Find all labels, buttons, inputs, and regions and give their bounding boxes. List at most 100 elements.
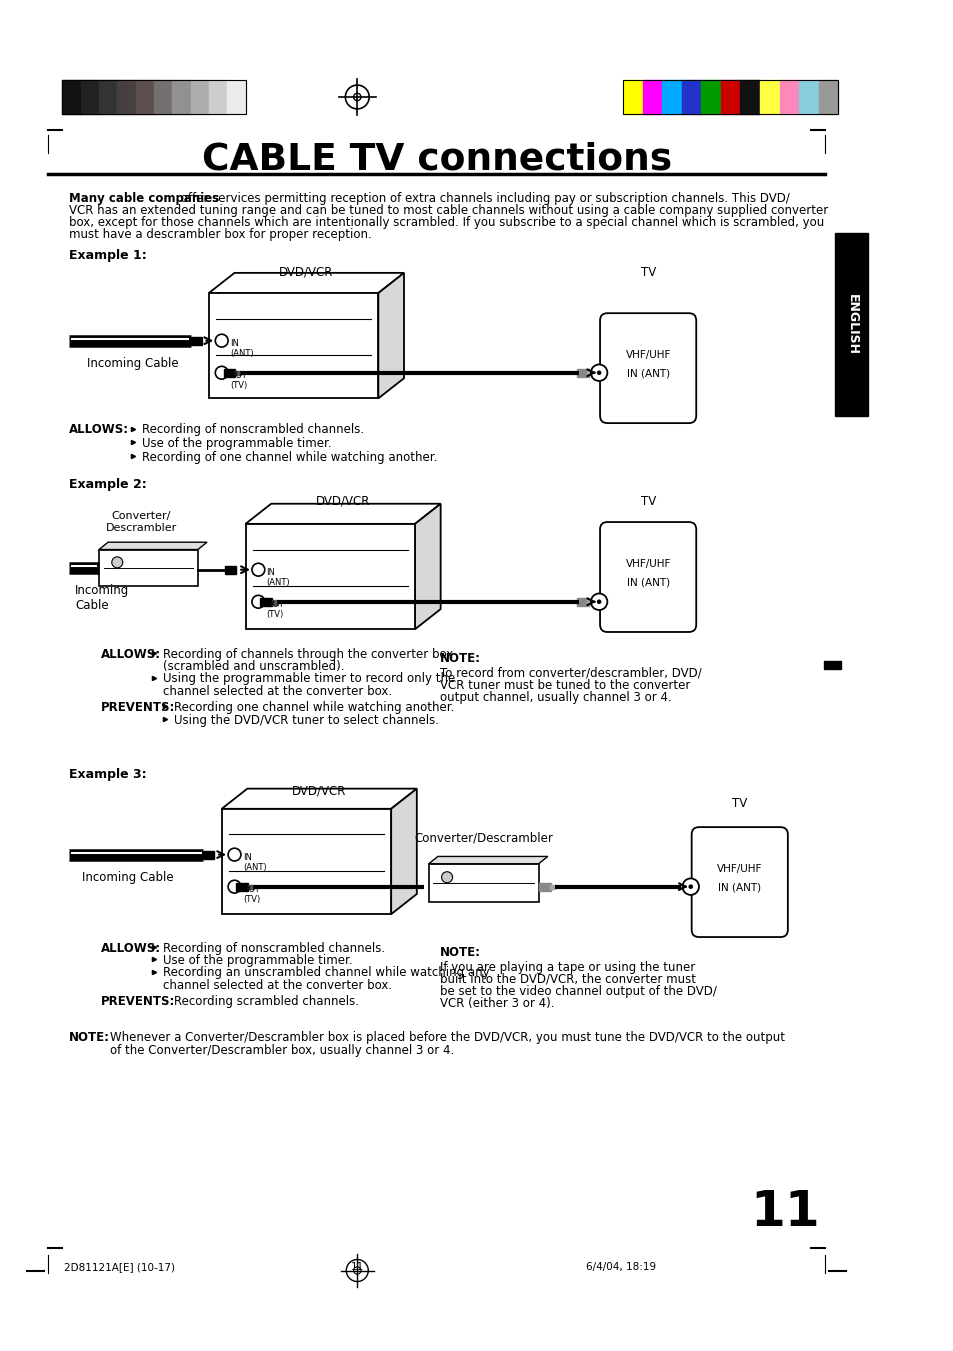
Text: OUT
(TV): OUT (TV) bbox=[266, 600, 284, 619]
Bar bbox=[740, 80, 760, 115]
Bar bbox=[549, 885, 555, 889]
Text: Recording scrambled channels.: Recording scrambled channels. bbox=[173, 994, 358, 1008]
Text: If you are playing a tape or using the tuner: If you are playing a tape or using the t… bbox=[439, 961, 694, 974]
Text: offer services permitting reception of extra channels including pay or subscript: offer services permitting reception of e… bbox=[176, 192, 789, 205]
Polygon shape bbox=[209, 273, 403, 293]
Bar bbox=[153, 80, 172, 115]
Text: output channel, usually channel 3 or 4.: output channel, usually channel 3 or 4. bbox=[439, 690, 671, 704]
Bar bbox=[209, 293, 378, 399]
Bar bbox=[117, 80, 135, 115]
Bar bbox=[700, 80, 720, 115]
Text: DVD/VCR: DVD/VCR bbox=[292, 784, 346, 797]
Bar bbox=[235, 372, 241, 376]
Text: IN (ANT): IN (ANT) bbox=[626, 577, 669, 588]
Text: 11: 11 bbox=[351, 1262, 363, 1273]
Text: must have a descrambler box for proper reception.: must have a descrambler box for proper r… bbox=[69, 228, 371, 240]
Text: be set to the video channel output of the DVD/: be set to the video channel output of th… bbox=[439, 985, 716, 997]
Circle shape bbox=[681, 878, 699, 894]
Text: ALLOWS:: ALLOWS: bbox=[101, 942, 161, 955]
Bar bbox=[135, 80, 153, 115]
Bar bbox=[428, 863, 538, 902]
Bar bbox=[779, 80, 799, 115]
Text: Recording of nonscrambled channels.: Recording of nonscrambled channels. bbox=[163, 942, 385, 955]
Bar bbox=[203, 851, 214, 859]
Text: DVD/VCR: DVD/VCR bbox=[315, 494, 370, 508]
Text: (scrambled and unscrambled).: (scrambled and unscrambled). bbox=[163, 659, 344, 673]
Bar bbox=[760, 80, 779, 115]
Text: NOTE:: NOTE: bbox=[69, 1031, 110, 1044]
Text: Use of the programmable timer.: Use of the programmable timer. bbox=[142, 436, 332, 450]
Text: OUT
(TV): OUT (TV) bbox=[242, 885, 260, 904]
Bar bbox=[191, 80, 209, 115]
Text: VCR has an extended tuning range and can be tuned to most cable channels without: VCR has an extended tuning range and can… bbox=[69, 204, 827, 218]
Bar bbox=[172, 80, 191, 115]
Text: Whenever a Converter/Descrambler box is placed before the DVD/VCR, you must tune: Whenever a Converter/Descrambler box is … bbox=[110, 1031, 784, 1044]
Polygon shape bbox=[221, 789, 416, 809]
Text: Recording an unscrambled channel while watching any: Recording an unscrambled channel while w… bbox=[163, 966, 489, 979]
Circle shape bbox=[441, 871, 452, 882]
Bar bbox=[260, 598, 272, 607]
Bar bbox=[577, 598, 588, 607]
Text: Example 1:: Example 1: bbox=[69, 249, 147, 262]
Text: TV: TV bbox=[639, 266, 655, 278]
Text: CABLE TV connections: CABLE TV connections bbox=[202, 142, 671, 177]
Polygon shape bbox=[428, 857, 547, 863]
Text: Recording of channels through the converter box: Recording of channels through the conver… bbox=[163, 647, 453, 661]
Bar bbox=[835, 232, 867, 416]
Text: channel selected at the converter box.: channel selected at the converter box. bbox=[163, 978, 392, 992]
Text: ENGLISH: ENGLISH bbox=[844, 293, 858, 355]
Text: Recording one channel while watching another.: Recording one channel while watching ano… bbox=[173, 701, 454, 713]
FancyBboxPatch shape bbox=[599, 313, 696, 423]
Polygon shape bbox=[245, 504, 440, 524]
Text: VCR tuner must be tuned to the converter: VCR tuner must be tuned to the converter bbox=[439, 678, 689, 692]
Bar bbox=[81, 80, 99, 115]
Bar bbox=[818, 80, 838, 115]
Bar bbox=[99, 550, 197, 586]
Text: Converter/Descrambler: Converter/Descrambler bbox=[414, 832, 553, 844]
Circle shape bbox=[590, 365, 607, 381]
Text: OUT
(TV): OUT (TV) bbox=[230, 372, 248, 390]
Bar bbox=[538, 884, 550, 892]
Polygon shape bbox=[99, 542, 207, 550]
Text: IN (ANT): IN (ANT) bbox=[718, 882, 760, 893]
Bar bbox=[272, 600, 277, 604]
Text: channel selected at the converter box.: channel selected at the converter box. bbox=[163, 685, 392, 697]
Bar bbox=[236, 884, 248, 892]
Bar bbox=[62, 80, 245, 115]
Text: DVD/VCR: DVD/VCR bbox=[279, 266, 334, 278]
Text: Incoming Cable: Incoming Cable bbox=[82, 871, 173, 884]
Text: PREVENTS:: PREVENTS: bbox=[101, 994, 175, 1008]
Text: IN
(ANT): IN (ANT) bbox=[242, 852, 266, 873]
Bar bbox=[587, 600, 592, 604]
Bar bbox=[642, 80, 661, 115]
Bar bbox=[720, 80, 740, 115]
Bar bbox=[823, 661, 841, 669]
Text: VHF/UHF: VHF/UHF bbox=[625, 350, 670, 359]
Text: VHF/UHF: VHF/UHF bbox=[717, 863, 761, 874]
Text: ALLOWS:: ALLOWS: bbox=[101, 647, 161, 661]
Bar bbox=[62, 80, 81, 115]
Bar bbox=[248, 885, 253, 889]
Bar bbox=[99, 80, 117, 115]
Text: VHF/UHF: VHF/UHF bbox=[625, 559, 670, 569]
Text: Incoming Cable: Incoming Cable bbox=[87, 357, 178, 370]
Circle shape bbox=[597, 600, 600, 604]
Text: NOTE:: NOTE: bbox=[439, 946, 480, 959]
Text: Using the programmable timer to record only the: Using the programmable timer to record o… bbox=[163, 673, 455, 685]
Text: Incoming
Cable: Incoming Cable bbox=[75, 585, 130, 612]
Bar bbox=[622, 80, 838, 115]
FancyBboxPatch shape bbox=[691, 827, 787, 938]
Text: Recording of nonscrambled channels.: Recording of nonscrambled channels. bbox=[142, 423, 364, 436]
Bar bbox=[681, 80, 700, 115]
Text: IN
(ANT): IN (ANT) bbox=[230, 339, 253, 358]
Polygon shape bbox=[391, 789, 416, 915]
Bar bbox=[227, 80, 245, 115]
Bar bbox=[209, 80, 227, 115]
Bar bbox=[245, 524, 415, 630]
Polygon shape bbox=[415, 504, 440, 630]
Text: Recording of one channel while watching another.: Recording of one channel while watching … bbox=[142, 451, 436, 463]
Text: of the Converter/Descrambler box, usually channel 3 or 4.: of the Converter/Descrambler box, usuall… bbox=[110, 1044, 454, 1058]
Text: box, except for those channels which are intentionally scrambled. If you subscri: box, except for those channels which are… bbox=[69, 216, 823, 230]
Bar bbox=[622, 80, 642, 115]
Bar bbox=[799, 80, 818, 115]
